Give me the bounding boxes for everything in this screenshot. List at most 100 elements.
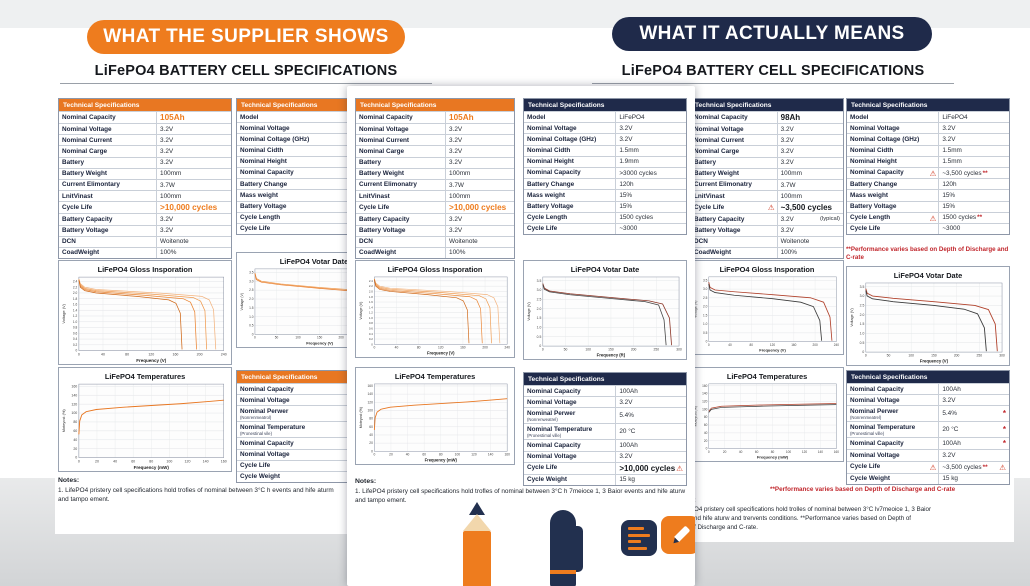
spec-label: Battery Capacity [359,215,410,223]
spec-label-cell: Current Elimonatry [356,179,447,191]
svg-text:Frequency (mW): Frequency (mW) [425,458,458,463]
svg-text:0: 0 [75,456,77,460]
spec-value-cell: 100Ah * [939,438,1009,449]
chart-title: LiFePO4 Temperatures [726,372,808,381]
svg-text:1.6: 1.6 [73,303,78,307]
spec-value-cell: 3.2V (lypical) [778,214,843,224]
spec-value: >3000 cycles [619,169,657,177]
spec-label: Cycle Life [850,463,881,471]
spec-label-cell: Nominal Coltage (GHz) [847,134,940,145]
spec-label: LnitVinast [359,192,390,200]
spec-value-cell: 3.7W [446,180,514,190]
spec-value: 120h [619,180,634,188]
svg-text:80: 80 [125,352,129,356]
svg-text:60: 60 [73,429,77,433]
spec-label: Model [850,113,869,121]
spec-row: Nominal Capacity 100Ah * [847,437,1009,450]
pen-clip [576,526,583,572]
spec-row: Nominal Capacity 100Ah [524,439,686,451]
spec-value: 3.2V [942,135,956,143]
svg-text:3.0: 3.0 [860,294,865,298]
spec-label: Cycle Weight [850,475,891,483]
spec-label-cell: Nominal Height [237,157,365,167]
svg-text:2.2: 2.2 [369,284,373,288]
spec-label: Nominal Voltage [850,451,900,459]
spec-label: Cycle Life [527,225,558,233]
spec-row: Battery Voltage 15% [847,200,1009,212]
svg-text:20: 20 [73,447,77,451]
spec-value-cell: 15% [939,190,1009,200]
svg-text:1.4: 1.4 [369,305,373,309]
spec-value: 3.2V [942,124,956,132]
chart-canvas: 3.53.02.52.01.51.00.500 40 80 120 160 200 240V… [694,276,839,353]
spec-label: Battery Weight [62,170,107,178]
spec-row: Mass weight [237,189,365,200]
spec-value-cell: 3.2V [939,395,1009,405]
spec-row: Nominal Voltage 3.2V [524,122,686,134]
spec-label-cell: CoadWeight [691,247,778,259]
spec-label: Nominal Perwer [850,407,899,415]
svg-text:200: 200 [812,343,817,347]
spec-value-cell: 3.2V [157,146,231,156]
spec-row: Nominal Voltage 3.2V [59,123,231,135]
spec-row: LnitVinast 100mm [356,190,514,202]
spec-label: Battery Weight [359,170,404,178]
spec-value-cell: 100mm [157,169,231,179]
spec-value: 1.5mm [942,158,962,166]
spec-value: 3.2V [619,398,633,406]
spec-row: Current Elimontary 3.7W [59,178,231,191]
spec-row: Nominal Voltage 3.2V [847,394,1009,406]
spec-label: Mass weight [850,191,888,199]
svg-text:2.4: 2.4 [369,279,373,283]
spec-row: Battery Weight 100mm [691,167,843,179]
svg-text:200: 200 [339,336,345,340]
spec-row: Nominal Voltage 3.2V [524,396,686,408]
table-header: Technical Specifications [847,371,1009,383]
spec-value: >10,000 cycles [619,463,676,473]
spec-row: Battery Change [237,178,365,189]
svg-text:Voltage (V): Voltage (V) [240,293,244,311]
spec-label: Model [240,113,259,121]
spec-label: Cycle Length [850,214,891,222]
svg-text:20: 20 [723,450,727,454]
spec-label-cell: Cycle Length ⚠ [847,212,940,223]
table-header: Technical Specifications [691,99,843,111]
spec-label: Battery Change [240,180,288,188]
spec-label-cell: Battery Capacity [356,214,447,225]
chart-canvas: 2.42.22.01.81.61.41.21.00.80.60.40.200 40… [61,276,227,363]
spec-value: 3.2V [449,147,463,155]
notes-heading: Notes: [355,478,377,485]
spec-label: Nominal Capacity [850,439,904,447]
svg-text:0.2: 0.2 [369,337,373,341]
svg-text:40: 40 [739,450,743,454]
spec-label: Mass weight [527,191,565,199]
svg-text:50: 50 [887,354,891,358]
spec-label: Nominal Temperature [850,423,916,431]
spec-value: 100mm [780,170,802,178]
spec-row: Nominal Capacity [237,166,365,178]
svg-text:200: 200 [197,352,203,356]
red-asterisk: ** [982,169,988,177]
spec-label: Nominal Capacity [62,113,116,121]
spec-value-cell: 3.2V [446,214,514,224]
spec-value: 3.7W [780,181,796,189]
spec-label: Battery [359,159,382,167]
means-model-spec-table: Technical Specifications Model LiFePO4 Nomi… [846,98,1010,236]
spec-label-cell: Cycle Life [847,223,940,235]
warning-icon: ⚠ [929,213,937,223]
spec-row: Nominal Cidth [237,144,365,156]
chart-title: LiFePO4 Votar Date [279,257,349,266]
spec-label-cell: Nominal Voltage [524,397,617,408]
spec-row: Battery Change 120h [524,178,686,190]
warning-icon: ⚠ [999,462,1006,472]
spec-row: Nominal Carge 3.2V [691,145,843,157]
spec-row: Nominal Carge 3.2V [356,145,514,157]
spec-row: Battery Voltage 3.2V [59,224,231,236]
spec-label: Battery Change [527,180,575,188]
svg-text:250: 250 [977,354,983,358]
spec-value: 5.4% [619,412,634,420]
svg-text:Frequency (V): Frequency (V) [136,358,167,363]
spec-value: 3.2V [449,215,463,223]
spec-label-cell: Battery Capacity [59,214,158,225]
spec-label-cell: Nominal Capacity [847,384,940,395]
